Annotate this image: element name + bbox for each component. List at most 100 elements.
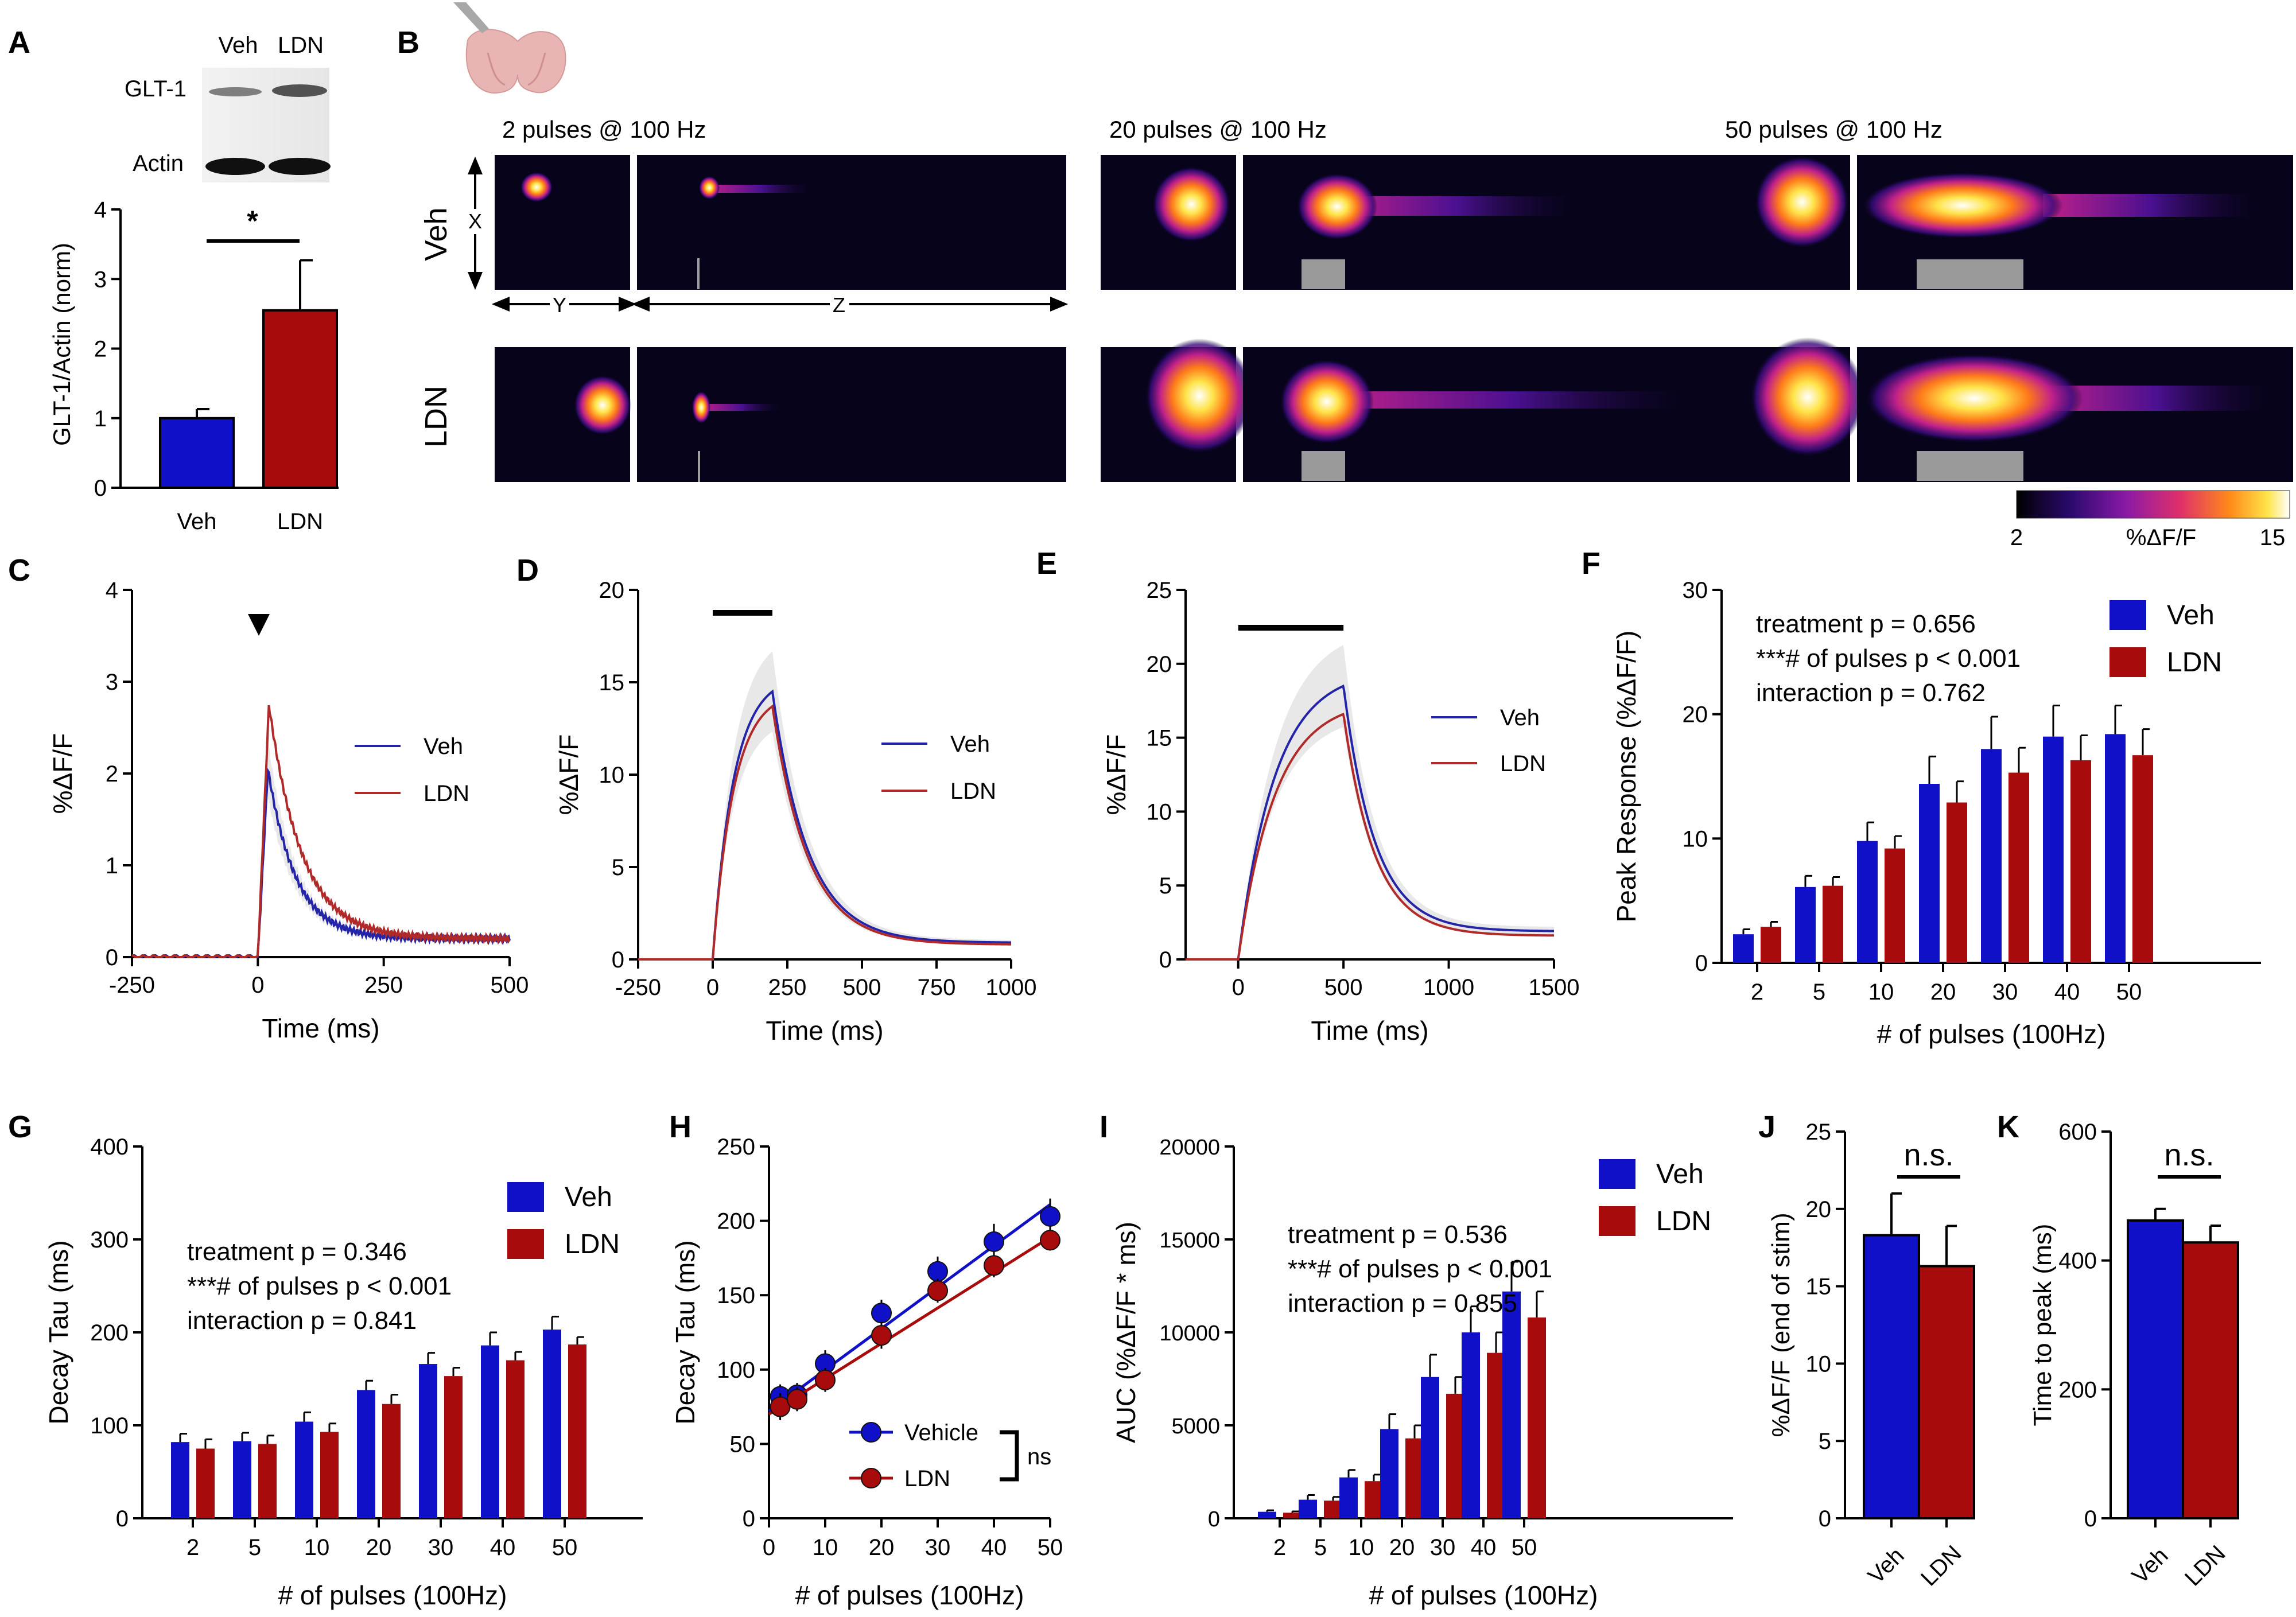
y-tick-label: 25 xyxy=(1806,1120,1832,1145)
y-tick-label: 20 xyxy=(1806,1197,1832,1222)
bar-veh xyxy=(1981,749,2002,963)
western-blot: Veh LDN GLT-1 Actin xyxy=(125,33,331,182)
blot-band-glt1-ldn xyxy=(272,84,327,97)
legend-veh-swatch xyxy=(1599,1159,1635,1189)
ldn-2p-xz-image xyxy=(637,347,1066,482)
point-vehicle xyxy=(1040,1206,1060,1227)
bar-ldn xyxy=(196,1448,215,1518)
y-tick-label: 200 xyxy=(717,1209,755,1234)
y-tick-label: 200 xyxy=(90,1320,129,1346)
x-tick-label: 0 xyxy=(763,1535,775,1560)
bar-veh xyxy=(1462,1332,1480,1518)
bar-veh xyxy=(1380,1429,1398,1518)
axis-x-label: X xyxy=(468,209,482,233)
x-tick-label: Veh xyxy=(1863,1543,1909,1589)
x-tick-label: 0 xyxy=(1232,975,1245,1000)
series-ldn-line xyxy=(638,704,1012,961)
y-tick-label: 1 xyxy=(106,853,118,879)
y-tick-label: 5 xyxy=(1819,1429,1831,1454)
chart-g: 0 100 200 300 400 2 5 10 20 30 40 50 # of pulses (10… xyxy=(44,1134,643,1610)
x-tick-label: 30 xyxy=(428,1535,454,1560)
x-axis-label: Time (ms) xyxy=(262,1013,379,1043)
bar-ldn xyxy=(2132,755,2153,963)
chart-c: 0 1 2 3 4 -250 0 250 500 Time (ms) %ΔF/F Veh LDN xyxy=(48,578,529,1043)
bar-ldn xyxy=(1761,927,1781,963)
bar-ldn xyxy=(320,1432,339,1518)
legend-ldn-swatch xyxy=(2109,647,2146,677)
x-axis-label: Time (ms) xyxy=(1311,1016,1428,1045)
y-axis-label: %ΔF/F xyxy=(1101,734,1131,815)
blot-band-actin-ldn xyxy=(269,158,331,175)
series-veh-line xyxy=(1186,684,1555,961)
veh-20p-xy-image xyxy=(1101,155,1236,290)
axis-y-label: Y xyxy=(553,293,566,317)
y-tick-label: 20 xyxy=(1683,702,1708,728)
bar-veh xyxy=(295,1421,313,1518)
y-tick-label: 1 xyxy=(94,406,107,432)
panel-label-f: F xyxy=(1582,546,1600,581)
colorbar-min: 2 xyxy=(2010,525,2023,550)
legend-veh-swatch xyxy=(507,1182,544,1212)
x-axis-label: # of pulses (100Hz) xyxy=(1877,1019,2106,1049)
x-tick-label: 10 xyxy=(1349,1535,1374,1560)
bar-ldn xyxy=(2182,1241,2239,1520)
axis-y-label-bg xyxy=(550,293,569,316)
x-tick-label: 2 xyxy=(1751,979,1763,1005)
series-ldn-line xyxy=(131,705,511,958)
y-tick-label: 400 xyxy=(90,1134,129,1160)
bar-veh xyxy=(1299,1499,1317,1518)
x-tick-label: 0 xyxy=(251,973,264,998)
x-tick-label: -250 xyxy=(109,973,155,998)
legend-veh-swatch xyxy=(2109,600,2146,630)
bar-ldn xyxy=(506,1360,525,1518)
y-axis-label: Time to peak (ms) xyxy=(2029,1224,2057,1426)
point-vehicle xyxy=(984,1231,1004,1252)
point-vehicle xyxy=(871,1303,892,1324)
sem-shading xyxy=(638,651,1011,959)
y-tick-label: 4 xyxy=(94,197,107,223)
x-tick-label: 40 xyxy=(981,1535,1007,1560)
bar-ldn xyxy=(1885,848,1905,963)
x-tick-label: 30 xyxy=(925,1535,951,1560)
significance-star: * xyxy=(247,205,258,237)
x-tick-label: 1500 xyxy=(1529,975,1580,1000)
y-tick-label: 5 xyxy=(612,855,624,880)
y-tick-label: 100 xyxy=(717,1358,755,1383)
panel-label-a: A xyxy=(8,25,30,60)
row-label-veh: Veh xyxy=(419,207,453,261)
veh-2p-xz-image xyxy=(637,155,1066,290)
x-tick-label: 20 xyxy=(1930,979,1956,1005)
panel-label-c: C xyxy=(8,553,30,588)
axis-z-label: Z xyxy=(833,293,845,317)
x-tick-label: 500 xyxy=(1324,975,1363,1000)
stats-line: treatment p = 0.656 xyxy=(1756,610,1976,638)
y-tick-label: 250 xyxy=(717,1134,755,1160)
series-ldn-line xyxy=(1186,712,1555,961)
legend-ldn-label: LDN xyxy=(424,781,469,806)
blot-row-actin: Actin xyxy=(133,151,184,176)
x-tick-label: Veh xyxy=(2127,1543,2173,1589)
stats-line: treatment p = 0.346 xyxy=(187,1238,407,1266)
y-tick-label: 4 xyxy=(106,578,118,603)
y-axis-label: %ΔF/F xyxy=(554,734,584,815)
x-tick-label: Veh xyxy=(177,509,217,534)
x-axis-label: # of pulses (100Hz) xyxy=(1369,1580,1598,1610)
legend-veh-label: Veh xyxy=(565,1182,612,1212)
bar-veh xyxy=(481,1345,499,1518)
fit-line-ldn xyxy=(768,1235,1051,1416)
y-axis-label: GLT-1/Actin (norm) xyxy=(48,243,75,446)
y-tick-label: 0 xyxy=(743,1506,755,1532)
y-tick-label: 15000 xyxy=(1159,1229,1220,1253)
x-tick-label: 50 xyxy=(1038,1535,1063,1560)
bar-ldn xyxy=(568,1344,586,1518)
y-tick-label: 150 xyxy=(717,1283,755,1308)
y-tick-label: 15 xyxy=(1806,1274,1832,1300)
point-vehicle xyxy=(927,1261,948,1282)
colorbar: 2 %ΔF/F 15 xyxy=(2010,490,2290,550)
significance-label: n.s. xyxy=(1903,1138,1953,1172)
y-axis-label: %ΔF/F xyxy=(48,733,77,814)
blot-row-glt1: GLT-1 xyxy=(125,76,187,102)
y-tick-label: 15 xyxy=(599,670,625,695)
bar-ldn xyxy=(2070,760,2091,963)
x-tick-label: 1000 xyxy=(986,975,1037,1000)
